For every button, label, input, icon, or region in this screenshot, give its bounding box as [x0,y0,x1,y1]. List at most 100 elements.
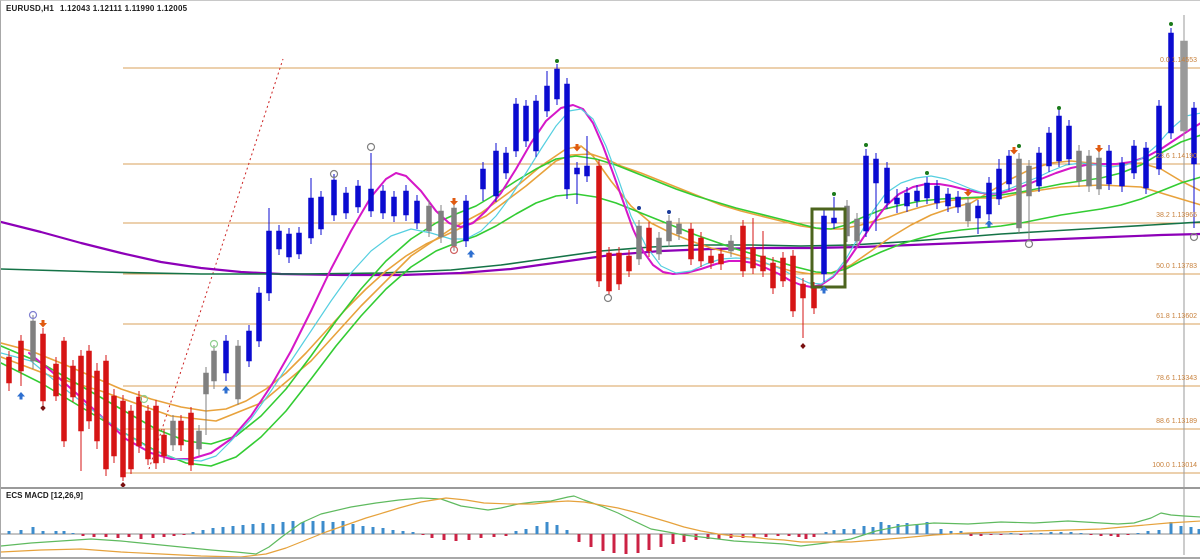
candlestick [914,185,920,207]
candlestick [616,247,622,290]
macd-bar-positive [411,532,415,534]
macd-bar-negative [706,534,710,539]
trade-markers [17,22,1199,488]
candlestick [1180,37,1188,135]
exit-circle-icon [1024,239,1034,249]
macd-bar-negative [776,534,780,536]
dotted-trendline[interactable] [148,58,284,470]
macd-bar-positive [311,521,315,534]
candlestick [945,188,951,212]
macd-bar-positive [852,529,856,534]
candlestick [523,100,529,147]
macd-bar-negative [421,534,425,535]
macd-bar-positive [1009,533,1013,534]
swing-high-dot-icon [1057,106,1061,110]
candlestick [480,162,486,201]
candlestick [626,250,632,277]
macd-bar-positive [1169,522,1173,534]
candlestick [203,367,209,435]
macd-bar-negative [81,534,85,536]
macd-bar-positive [201,530,205,534]
macd-bar-positive [514,531,518,534]
candlestick [438,205,444,243]
candlestick [451,202,457,251]
macd-bar-negative [1126,534,1130,535]
candlestick [318,191,324,235]
stop-circle-icon [449,245,459,255]
macd-bar-negative [682,534,686,542]
candlestick [1131,140,1137,179]
macd-bar-negative [172,534,176,536]
candlestick [676,218,682,240]
candlestick [343,187,349,219]
symbol-period-label: EURUSD,H1 [6,4,55,13]
macd-bar-negative [467,534,471,540]
macd-bar-positive [381,528,385,534]
sell-arrow-icon [39,320,47,328]
buy-arrow-icon [985,220,993,228]
macd-bar-negative [492,534,496,537]
candlestick [53,357,59,401]
candlestick [256,287,262,347]
candlestick [188,407,194,471]
candlestick [800,278,806,338]
macd-bar-negative [1019,534,1023,535]
macd-bar-positive [915,524,919,534]
candlestick [170,415,176,451]
macd-bar-positive [1197,529,1200,534]
macd-bar-negative [589,534,593,547]
candlestick [30,315,36,369]
pane-divider[interactable] [1,487,1200,489]
macd-bar-negative [787,534,791,536]
candlestick [513,98,519,157]
macd-bar-positive [251,524,255,534]
candlestick [223,335,229,381]
macd-bar-positive [1079,533,1083,534]
candlestick [355,180,361,213]
candlestick [564,78,570,199]
candlestick [94,363,100,449]
sell-arrow-icon [450,198,458,206]
fib-label-50.0: 50.0 1.13783 [1156,263,1197,270]
candlestick [18,335,24,386]
candlestick [403,185,409,221]
candlestick [246,325,252,367]
macd-bar-positive [271,524,275,534]
fractal-dot-icon [667,210,671,214]
candlestick [750,218,756,274]
fib-label-61.8: 61.8 1.13602 [1156,313,1197,320]
macd-bar-negative [636,534,640,553]
swing-high-dot-icon [1169,22,1173,26]
candlestick [111,389,117,463]
swing-high-dot-icon [555,59,559,63]
fractal-dot-icon [637,206,641,210]
macd-bar-positive [1059,532,1063,534]
candlestick [1106,145,1112,190]
macd-bar-positive [1069,532,1073,534]
candlestick [904,187,910,212]
macd-bar-positive [291,521,295,534]
macd-bar-positive [7,531,11,534]
macd-bar-positive [54,531,58,534]
diamond-marker-icon [40,405,46,411]
candlestick [831,197,837,229]
macd-bar-negative [139,534,143,539]
swing-high-dot-icon [832,192,836,196]
macd-bar-negative [127,534,131,537]
macd-bar-negative [989,534,993,535]
macd-bar-negative [1099,534,1103,536]
signal-highlight-box[interactable] [810,207,847,289]
candlestick [821,210,827,282]
candlestick [120,395,126,481]
candlestick [533,95,539,157]
macd-bar-positive [331,522,335,534]
candlestick [380,185,386,219]
macd-bar-positive [231,526,235,534]
candlestick [955,191,961,213]
window-bottom-border [1,557,1200,559]
macd-bar-positive [1029,533,1033,534]
fib-label-23.6: 23.6 1.14190 [1156,153,1197,160]
macd-bar-negative [182,534,186,535]
macd-bar-positive [535,526,539,534]
